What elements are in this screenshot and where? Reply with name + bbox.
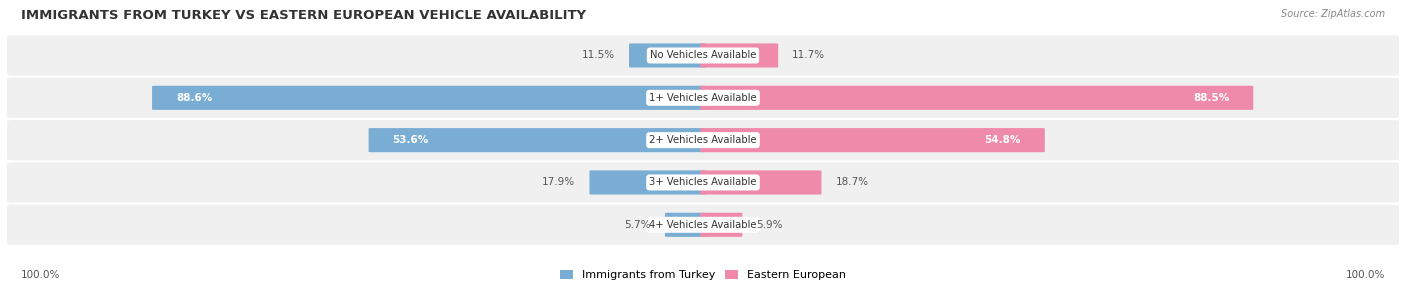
Text: 11.5%: 11.5% [582, 51, 614, 60]
FancyBboxPatch shape [7, 205, 1399, 245]
Text: 18.7%: 18.7% [835, 178, 869, 187]
Text: 17.9%: 17.9% [543, 178, 575, 187]
Text: 88.5%: 88.5% [1194, 93, 1229, 103]
Legend: Immigrants from Turkey, Eastern European: Immigrants from Turkey, Eastern European [560, 270, 846, 281]
FancyBboxPatch shape [700, 213, 742, 237]
FancyBboxPatch shape [700, 86, 1253, 110]
FancyBboxPatch shape [7, 35, 1399, 76]
Text: 11.7%: 11.7% [792, 51, 825, 60]
Text: 2+ Vehicles Available: 2+ Vehicles Available [650, 135, 756, 145]
FancyBboxPatch shape [7, 162, 1399, 202]
Text: 54.8%: 54.8% [984, 135, 1021, 145]
FancyBboxPatch shape [700, 43, 778, 67]
FancyBboxPatch shape [152, 86, 706, 110]
FancyBboxPatch shape [700, 170, 821, 194]
Text: 5.7%: 5.7% [624, 220, 651, 230]
Text: 1+ Vehicles Available: 1+ Vehicles Available [650, 93, 756, 103]
Text: 100.0%: 100.0% [1346, 270, 1385, 280]
FancyBboxPatch shape [665, 213, 706, 237]
Text: 100.0%: 100.0% [21, 270, 60, 280]
Text: No Vehicles Available: No Vehicles Available [650, 51, 756, 60]
Text: 3+ Vehicles Available: 3+ Vehicles Available [650, 178, 756, 187]
Text: 88.6%: 88.6% [176, 93, 212, 103]
Text: 53.6%: 53.6% [392, 135, 429, 145]
FancyBboxPatch shape [628, 43, 706, 67]
Text: IMMIGRANTS FROM TURKEY VS EASTERN EUROPEAN VEHICLE AVAILABILITY: IMMIGRANTS FROM TURKEY VS EASTERN EUROPE… [21, 9, 586, 21]
Text: 4+ Vehicles Available: 4+ Vehicles Available [650, 220, 756, 230]
Text: 5.9%: 5.9% [756, 220, 783, 230]
FancyBboxPatch shape [368, 128, 706, 152]
FancyBboxPatch shape [7, 120, 1399, 160]
Text: Source: ZipAtlas.com: Source: ZipAtlas.com [1281, 9, 1385, 19]
FancyBboxPatch shape [700, 128, 1045, 152]
FancyBboxPatch shape [7, 78, 1399, 118]
FancyBboxPatch shape [589, 170, 706, 194]
